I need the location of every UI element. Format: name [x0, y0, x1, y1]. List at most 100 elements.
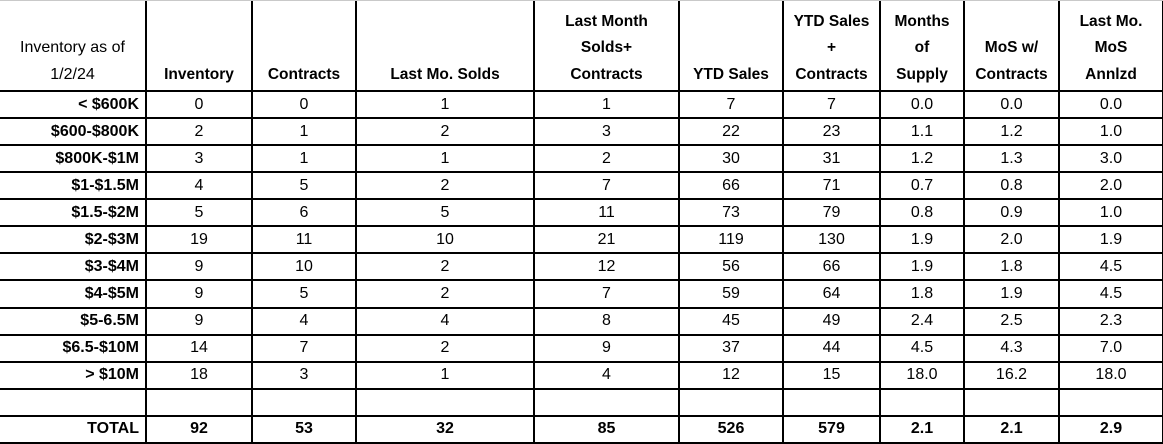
table-cell: 2 [533, 144, 680, 174]
row-label-price-band: $800K-$1M [0, 144, 147, 174]
table-cell: 1.9 [879, 225, 965, 255]
table-cell: 1.0 [1058, 198, 1163, 228]
table-cell: 49 [782, 306, 881, 336]
table-cell: 18.0 [879, 360, 965, 390]
table-cell: 44 [782, 333, 881, 363]
table-row: $800K-$1M 3 1 1 2 30 31 1.2 1.3 3.0 [0, 144, 1163, 174]
table-cell: 71 [782, 171, 881, 201]
table-cell: 7.0 [1058, 333, 1163, 363]
table-cell: 2.0 [963, 225, 1060, 255]
table-cell: 4 [145, 171, 253, 201]
table-cell: 59 [678, 279, 784, 309]
header-row: Inventory as of 1/2/24 Inventory Contrac… [0, 1, 1163, 92]
table-cell: 2 [355, 171, 535, 201]
row-label-price-band [0, 387, 147, 417]
table-cell: 2.5 [963, 306, 1060, 336]
table-row: < $600K 0 0 1 1 7 7 0.0 0.0 0.0 [0, 89, 1163, 120]
table-cell: 0.7 [879, 171, 965, 201]
table-cell: 9 [145, 252, 253, 282]
table-cell [145, 387, 253, 417]
table-cell: 7 [782, 89, 881, 120]
table-cell: 1 [533, 89, 680, 120]
table-cell: 64 [782, 279, 881, 309]
row-label-price-band: > $10M [0, 360, 147, 390]
row-label-price-band: $1.5-$2M [0, 198, 147, 228]
table-row: $1.5-$2M 5 6 5 11 73 79 0.8 0.9 1.0 [0, 198, 1163, 228]
table-cell: 7 [533, 279, 680, 309]
table-row: $6.5-$10M 14 7 2 9 37 44 4.5 4.3 7.0 [0, 333, 1163, 363]
table-cell: 1 [251, 117, 357, 147]
column-header-last-mo-solds: Last Mo. Solds [355, 1, 535, 92]
table-cell: 526 [678, 414, 784, 444]
table-cell: 4 [355, 306, 535, 336]
table-cell: 1.2 [963, 117, 1060, 147]
table-row: $4-$5M 9 5 2 7 59 64 1.8 1.9 4.5 [0, 279, 1163, 309]
table-cell: 119 [678, 225, 784, 255]
table-cell: 2 [355, 117, 535, 147]
table-cell: 579 [782, 414, 881, 444]
row-label-price-band: TOTAL [0, 414, 147, 444]
table-cell: 1.3 [963, 144, 1060, 174]
table-row: $600-$800K 2 1 2 3 22 23 1.1 1.2 1.0 [0, 117, 1163, 147]
table-cell: 66 [678, 171, 784, 201]
table-row: $5-6.5M 9 4 4 8 45 49 2.4 2.5 2.3 [0, 306, 1163, 336]
row-label-price-band: $5-6.5M [0, 306, 147, 336]
table-cell: 11 [533, 198, 680, 228]
row-label-price-band: $4-$5M [0, 279, 147, 309]
table-cell: 0.8 [963, 171, 1060, 201]
column-header-ytd-sales: YTD Sales [678, 1, 784, 92]
table-cell: 1.1 [879, 117, 965, 147]
table-cell: 18 [145, 360, 253, 390]
table-cell: 2 [355, 279, 535, 309]
table-cell: 0 [251, 89, 357, 120]
table-row: > $10M 18 3 1 4 12 15 18.0 16.2 18.0 [0, 360, 1163, 390]
table-cell: 0.0 [879, 89, 965, 120]
table-cell: 10 [355, 225, 535, 255]
table-cell: 5 [355, 198, 535, 228]
total-row: TOTAL 92 53 32 85 526 579 2.1 2.1 2.9 [0, 414, 1163, 444]
table-cell [1058, 387, 1163, 417]
table-cell: 3 [251, 360, 357, 390]
table-cell: 0 [145, 89, 253, 120]
table-cell: 23 [782, 117, 881, 147]
table-cell: 1 [355, 89, 535, 120]
table-cell: 56 [678, 252, 784, 282]
column-header-ytd-sales-contracts: YTD Sales + Contracts [782, 1, 881, 92]
table-cell: 66 [782, 252, 881, 282]
table-cell: 2.9 [1058, 414, 1163, 444]
table-cell: 37 [678, 333, 784, 363]
table-row: $3-$4M 9 10 2 12 56 66 1.9 1.8 4.5 [0, 252, 1163, 282]
table-cell: 73 [678, 198, 784, 228]
table-cell: 92 [145, 414, 253, 444]
table-cell: 12 [678, 360, 784, 390]
table-cell: 85 [533, 414, 680, 444]
table-cell: 9 [145, 306, 253, 336]
table-cell: 1.9 [1058, 225, 1163, 255]
table-cell: 3 [145, 144, 253, 174]
table-cell: 16.2 [963, 360, 1060, 390]
table-cell [355, 387, 535, 417]
row-label-price-band: $1-$1.5M [0, 171, 147, 201]
table-cell: 0.9 [963, 198, 1060, 228]
table-cell: 4.5 [879, 333, 965, 363]
table-cell: 19 [145, 225, 253, 255]
table-cell: 12 [533, 252, 680, 282]
table-cell: 2 [355, 252, 535, 282]
table-cell: 5 [145, 198, 253, 228]
table-cell: 22 [678, 117, 784, 147]
table-cell [251, 387, 357, 417]
table-cell: 2 [355, 333, 535, 363]
column-header-last-mo-mos-annlzd: Last Mo. MoS Annlzd [1058, 1, 1163, 92]
row-label-price-band: $3-$4M [0, 252, 147, 282]
table-cell: 1.9 [963, 279, 1060, 309]
table-cell: 45 [678, 306, 784, 336]
table-cell: 1.8 [879, 279, 965, 309]
table-cell [533, 387, 680, 417]
table-cell: 31 [782, 144, 881, 174]
table-cell: 0.0 [963, 89, 1060, 120]
table-cell: 2 [145, 117, 253, 147]
table-cell: 4 [251, 306, 357, 336]
table-cell: 10 [251, 252, 357, 282]
